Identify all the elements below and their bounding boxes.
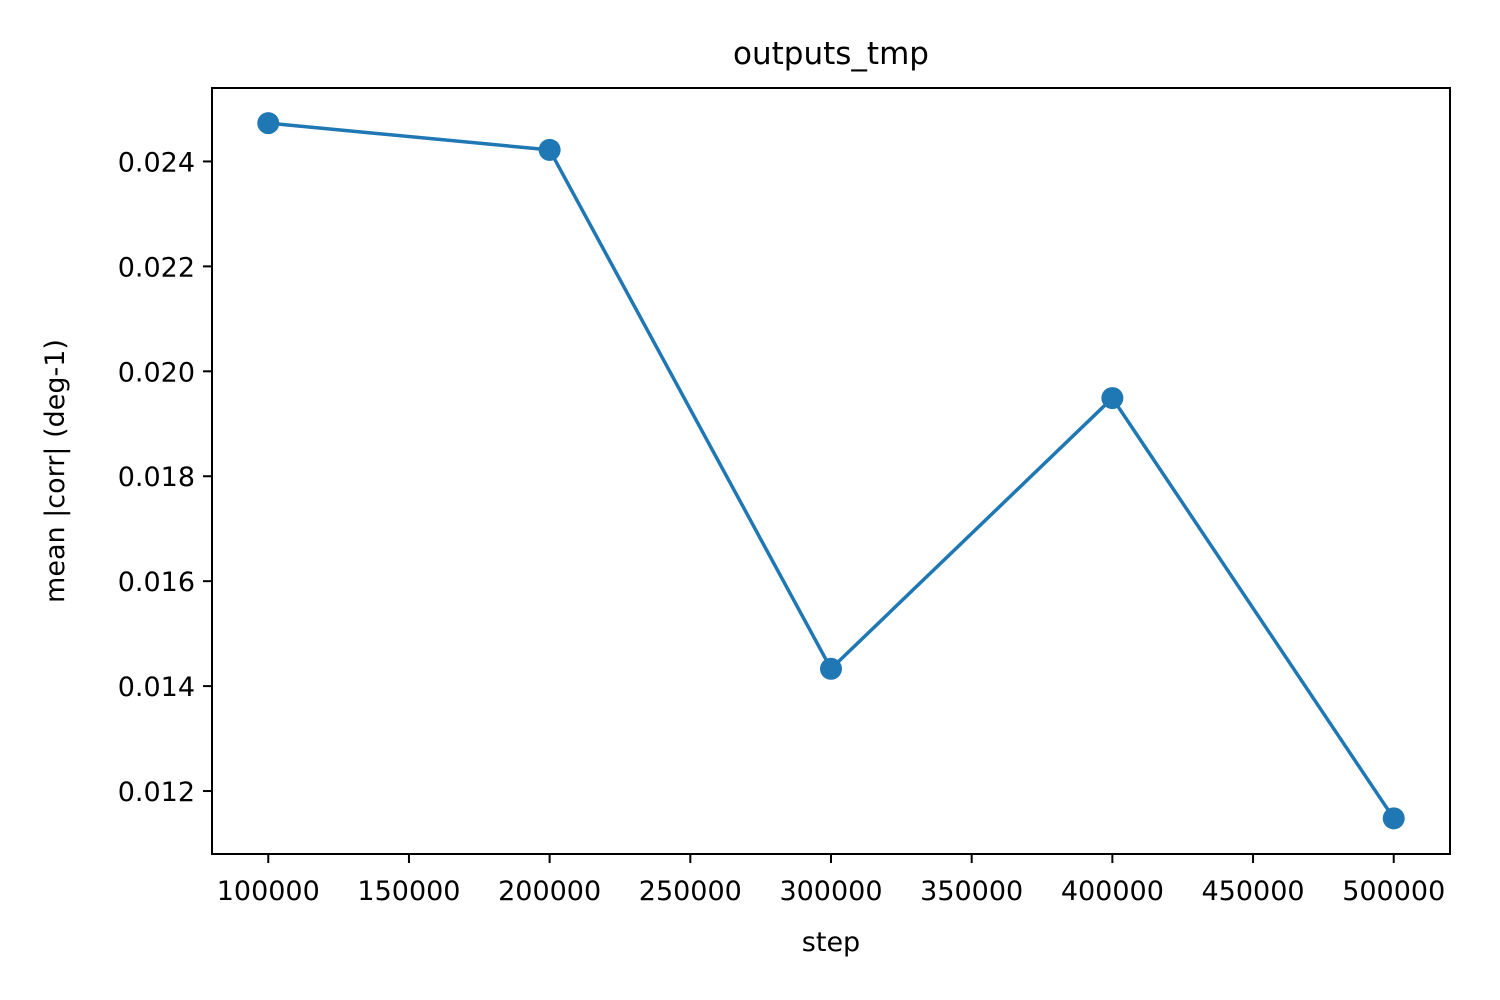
y-tick-label: 0.024: [118, 147, 195, 178]
y-axis-label: mean |corr| (deg-1): [40, 339, 71, 603]
data-point: [1382, 807, 1405, 830]
y-tick-label: 0.012: [118, 777, 195, 808]
data-point: [538, 138, 561, 161]
series-markers: [257, 112, 1405, 830]
x-tick-label: 200000: [498, 876, 601, 907]
x-tick-label: 100000: [217, 876, 320, 907]
chart-title: outputs_tmp: [733, 36, 929, 72]
data-point: [820, 657, 842, 680]
x-axis-label: step: [802, 927, 860, 958]
x-tick-label: 300000: [779, 876, 882, 907]
y-tick-label: 0.016: [118, 567, 195, 598]
plot-area-frame: [211, 87, 1451, 855]
x-tick-label: 450000: [1202, 876, 1305, 907]
y-axis: 0.012 0.014 0.016 0.018 0.020 0.022 0.024: [118, 147, 212, 808]
y-tick-label: 0.014: [118, 672, 195, 703]
x-axis: 100000 150000 200000 250000 300000 350000 4000…: [217, 854, 1445, 907]
y-tick-label: 0.022: [118, 252, 195, 283]
data-point: [257, 112, 280, 135]
y-tick-label: 0.018: [118, 462, 195, 493]
series-line: [268, 121, 1396, 820]
x-tick-label: 400000: [1061, 876, 1164, 907]
y-tick-label: 0.020: [118, 357, 195, 388]
x-tick-label: 350000: [920, 876, 1023, 907]
x-tick-label: 150000: [357, 876, 460, 907]
x-tick-label: 250000: [639, 876, 742, 907]
data-point: [1101, 387, 1124, 410]
x-tick-label: 500000: [1342, 876, 1445, 907]
